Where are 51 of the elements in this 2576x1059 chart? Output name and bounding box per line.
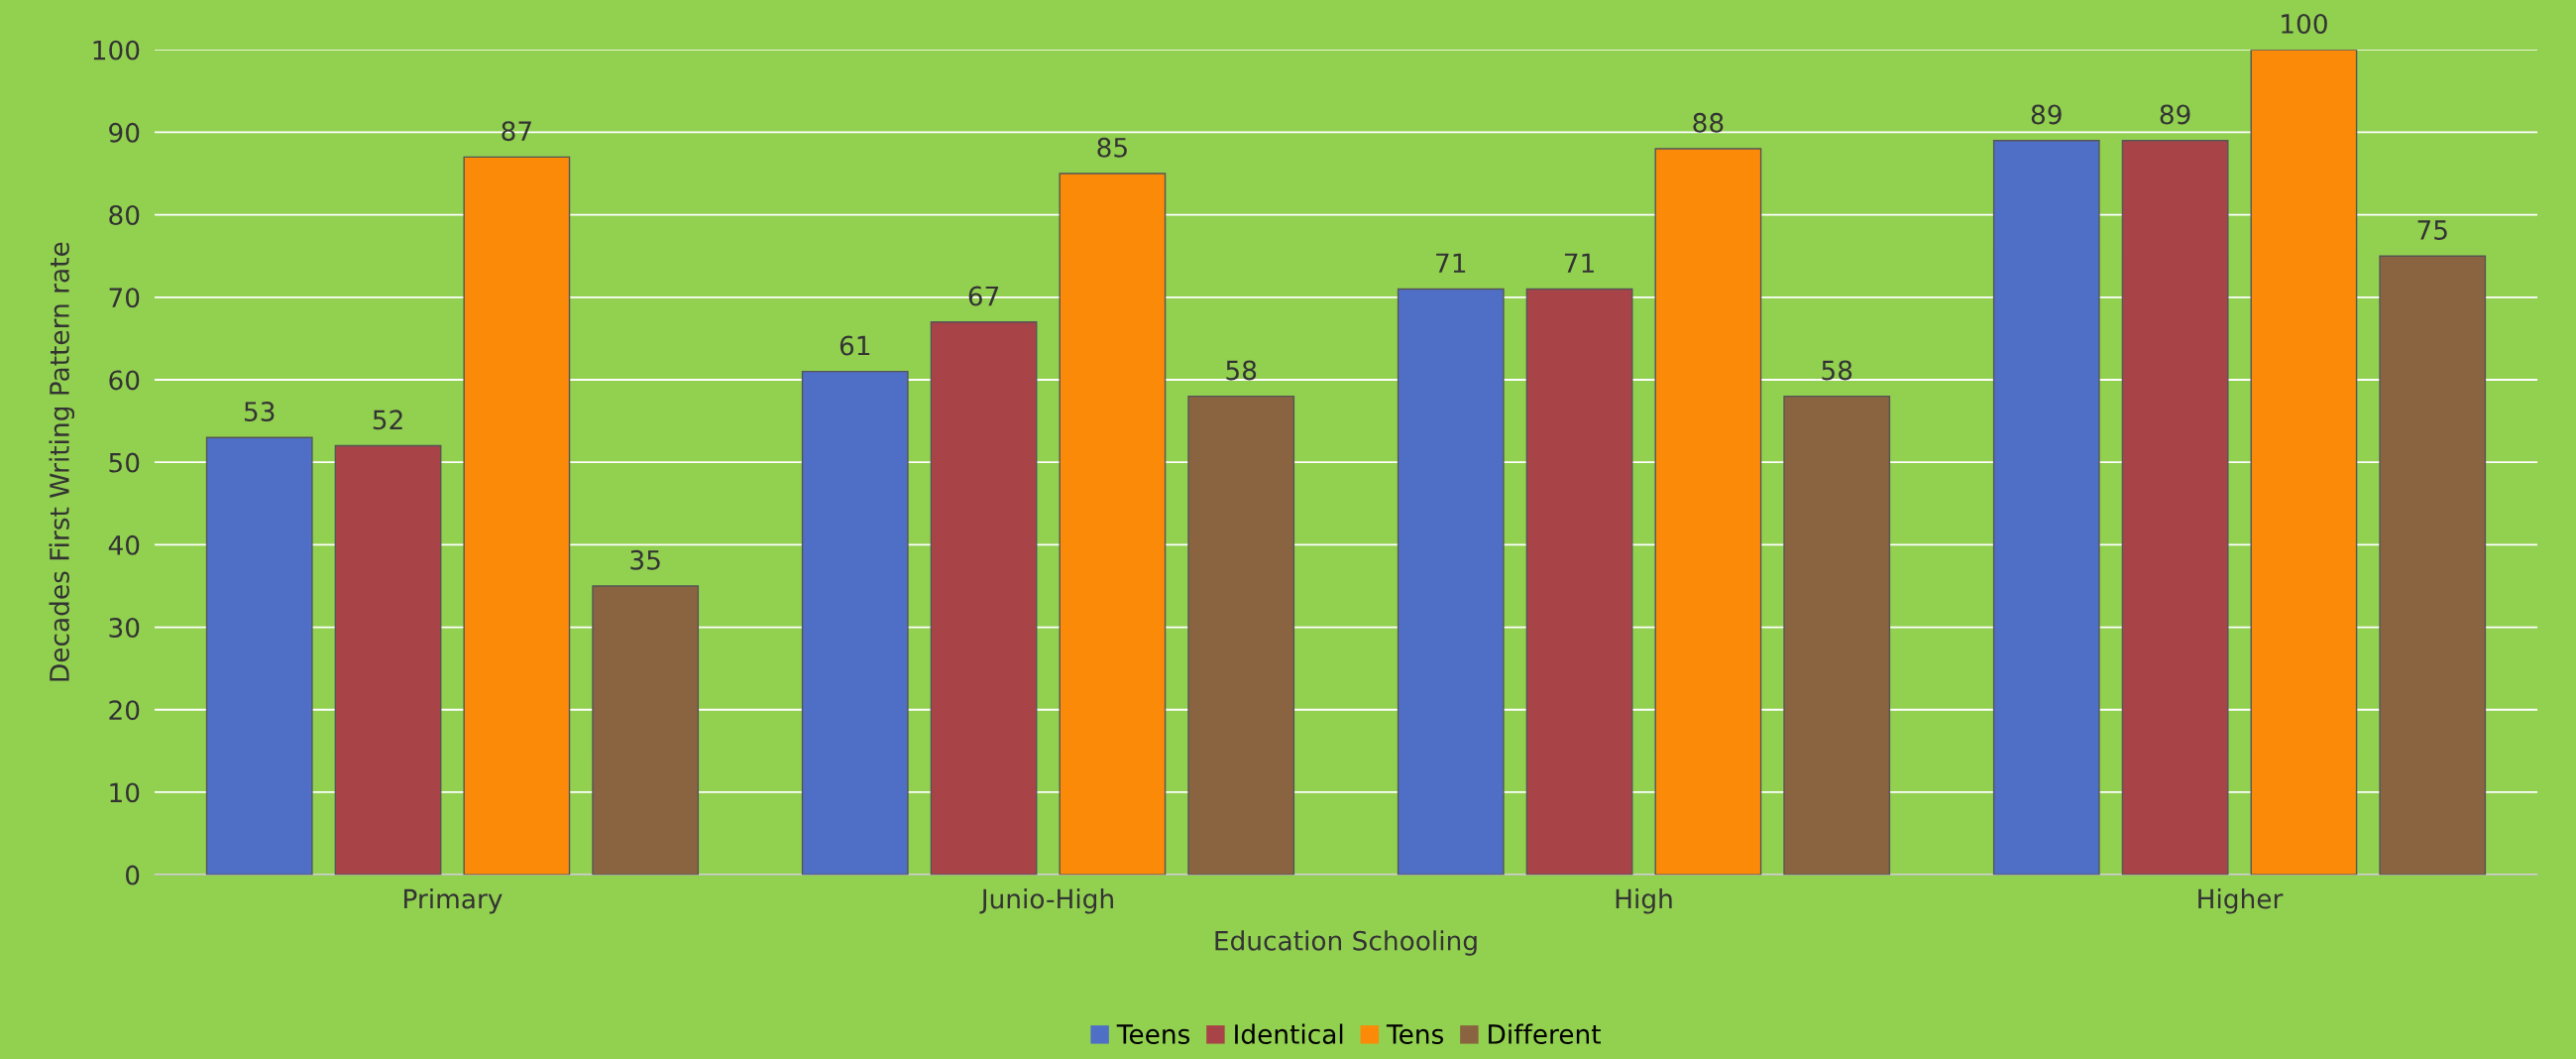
- y-tick-label: 10: [110, 782, 140, 803]
- y-tick-label: 90: [109, 122, 140, 143]
- data-label: 75: [2417, 220, 2447, 240]
- data-label: 71: [1564, 253, 1594, 273]
- x-tick-label: Primary: [404, 888, 503, 914]
- bar: [463, 156, 571, 876]
- bar: [2379, 255, 2487, 876]
- y-axis-title: Decades First Writing Pattern rate: [49, 242, 75, 681]
- data-label: 71: [1436, 253, 1466, 273]
- bar: [2121, 140, 2229, 876]
- bar: [801, 370, 909, 876]
- data-label: 52: [373, 410, 402, 430]
- bar: [1992, 140, 2100, 876]
- legend-label: Teens: [1116, 1024, 1190, 1044]
- y-tick-label: 80: [109, 205, 140, 225]
- y-tick-label: 70: [109, 288, 140, 308]
- bar: [205, 436, 313, 876]
- bar: [1187, 395, 1295, 876]
- bar: [1654, 148, 1762, 876]
- x-axis-title: Education Schooling: [1215, 930, 1477, 956]
- x-tick-label: Junio-High: [979, 888, 1113, 914]
- legend-label: Tens: [1386, 1024, 1444, 1044]
- bar: [2250, 50, 2358, 876]
- data-label: 58: [1822, 360, 1852, 381]
- y-tick-label: 100: [93, 40, 140, 60]
- data-label: 100: [2282, 14, 2327, 34]
- y-tick-label: 40: [108, 534, 140, 555]
- legend-label: Different: [1489, 1023, 1601, 1044]
- data-label: 89: [2031, 104, 2062, 125]
- bar: [1059, 173, 1167, 876]
- x-tick-label: High: [1616, 888, 1672, 914]
- data-label: 89: [2160, 104, 2190, 125]
- x-tick-label: Higher: [2198, 888, 2284, 914]
- y-tick-label: 60: [109, 370, 140, 391]
- bar: [592, 585, 700, 876]
- bar: [334, 444, 442, 876]
- data-label: 35: [630, 549, 660, 570]
- bar: [1525, 288, 1633, 876]
- bar: [1783, 395, 1891, 876]
- legend-label: Identical: [1235, 1023, 1343, 1044]
- data-label: 53: [244, 402, 275, 421]
- data-label: 61: [840, 335, 870, 356]
- y-tick-label: 20: [109, 700, 140, 721]
- bar: [1397, 288, 1505, 876]
- data-label: 88: [1693, 112, 1724, 133]
- y-tick-label: 30: [109, 618, 140, 638]
- y-tick-label: 50: [109, 452, 140, 473]
- data-label: 85: [1097, 137, 1127, 158]
- data-label: 58: [1226, 360, 1257, 381]
- bar: [930, 321, 1038, 876]
- y-tick-label: 0: [126, 865, 140, 885]
